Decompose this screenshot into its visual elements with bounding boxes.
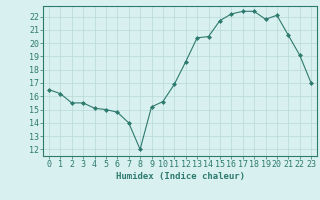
- X-axis label: Humidex (Indice chaleur): Humidex (Indice chaleur): [116, 172, 244, 181]
